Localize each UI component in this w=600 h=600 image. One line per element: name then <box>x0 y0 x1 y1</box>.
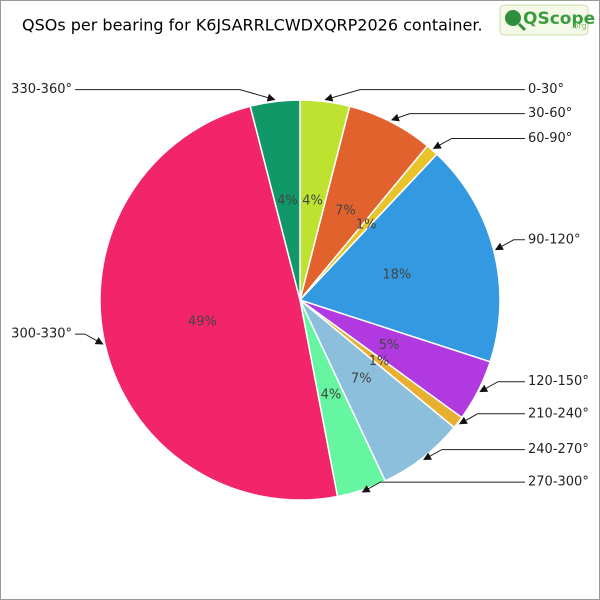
slice-label: 30-60° <box>528 106 572 121</box>
slice-percent: 7% <box>351 372 372 387</box>
slice-label: 120-150° <box>528 374 589 389</box>
leader-line <box>432 137 525 149</box>
leader-line <box>75 333 104 345</box>
slice-percent: 4% <box>321 388 342 403</box>
slice-percent: 5% <box>379 338 400 353</box>
slice-label: 300-330° <box>11 327 72 342</box>
slice-percent: 18% <box>382 268 411 283</box>
slice-percent: 4% <box>277 193 298 208</box>
leader-line <box>423 449 525 461</box>
leader-line <box>494 239 525 251</box>
pie-slice <box>99 105 339 501</box>
logo-icon-handle <box>517 22 527 32</box>
leader-line <box>390 113 525 122</box>
slice-percent: 1% <box>369 354 390 369</box>
pie-slice <box>249 99 301 301</box>
slice-label: 60-90° <box>528 131 572 146</box>
slice-label: 210-240° <box>528 406 589 421</box>
pie-slice <box>298 153 501 363</box>
slice-label: 270-300° <box>528 475 589 490</box>
leader-line <box>479 381 525 393</box>
leader-line <box>324 89 525 102</box>
slice-percent: 1% <box>356 217 377 232</box>
slice-label: 0-30° <box>528 82 564 97</box>
logo-icon <box>505 10 521 26</box>
leader-line <box>458 413 525 425</box>
logo-suffix: .org <box>571 22 587 31</box>
logo-text: QScope <box>523 9 595 29</box>
slice-label: 330-360° <box>11 82 72 97</box>
logo: QScope .org <box>499 4 595 36</box>
leader-line <box>75 89 276 102</box>
chart-title: QSOs per bearing for K6JSARRLCWDXQRP2026… <box>22 16 483 35</box>
slice-percent: 7% <box>335 203 356 218</box>
slice-label: 90-120° <box>528 232 581 247</box>
leader-line <box>361 481 525 493</box>
slice-percent: 4% <box>302 193 323 208</box>
slice-percent: 49% <box>188 314 217 329</box>
slice-label: 240-270° <box>528 442 589 457</box>
